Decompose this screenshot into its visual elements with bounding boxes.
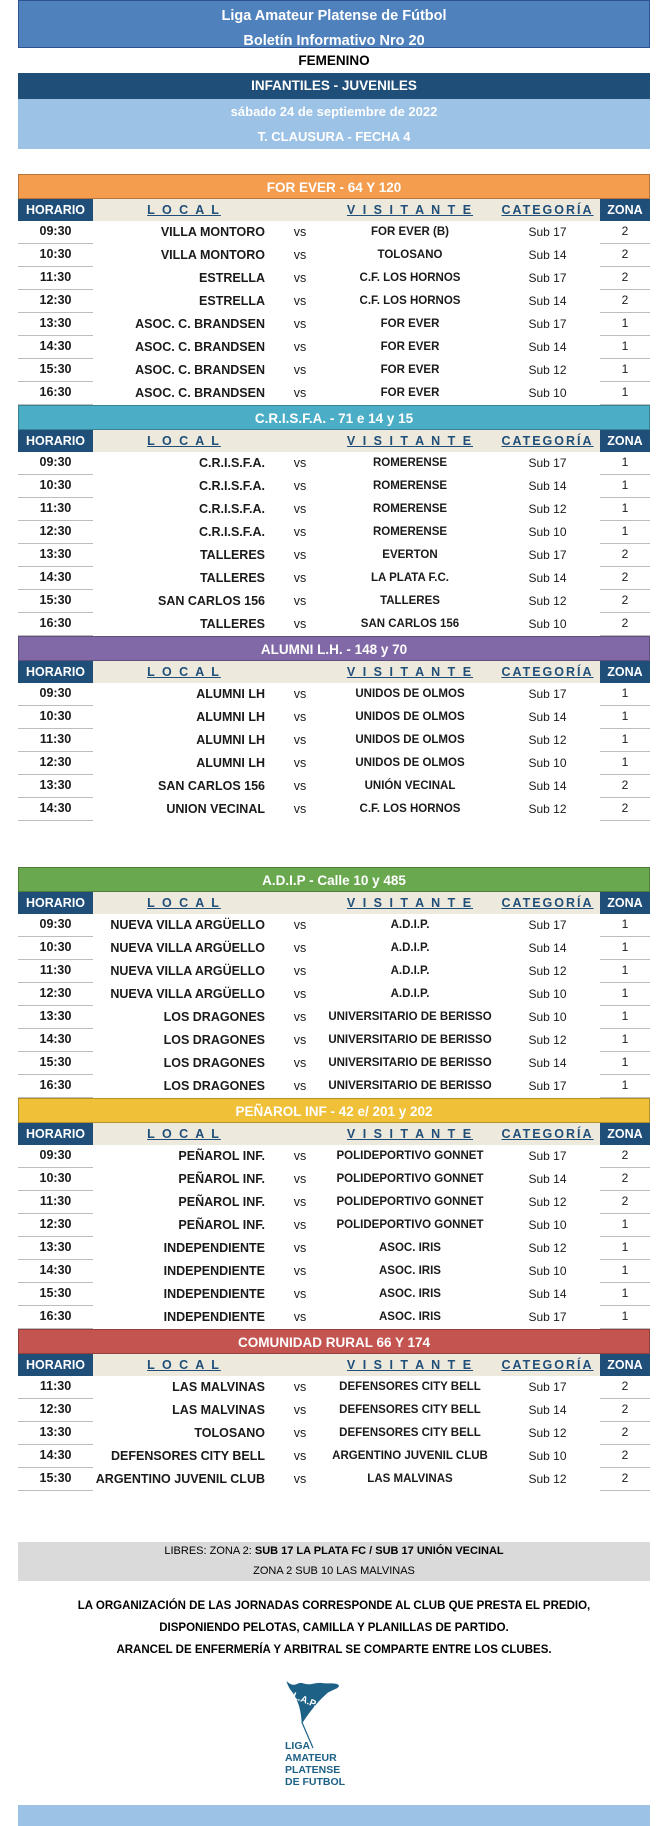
svg-text:PLATENSE: PLATENSE xyxy=(285,1764,340,1776)
svg-text:AMATEUR: AMATEUR xyxy=(285,1752,337,1764)
svg-text:DE FUTBOL: DE FUTBOL xyxy=(285,1776,346,1788)
svg-text:LIGA: LIGA xyxy=(285,1740,310,1752)
